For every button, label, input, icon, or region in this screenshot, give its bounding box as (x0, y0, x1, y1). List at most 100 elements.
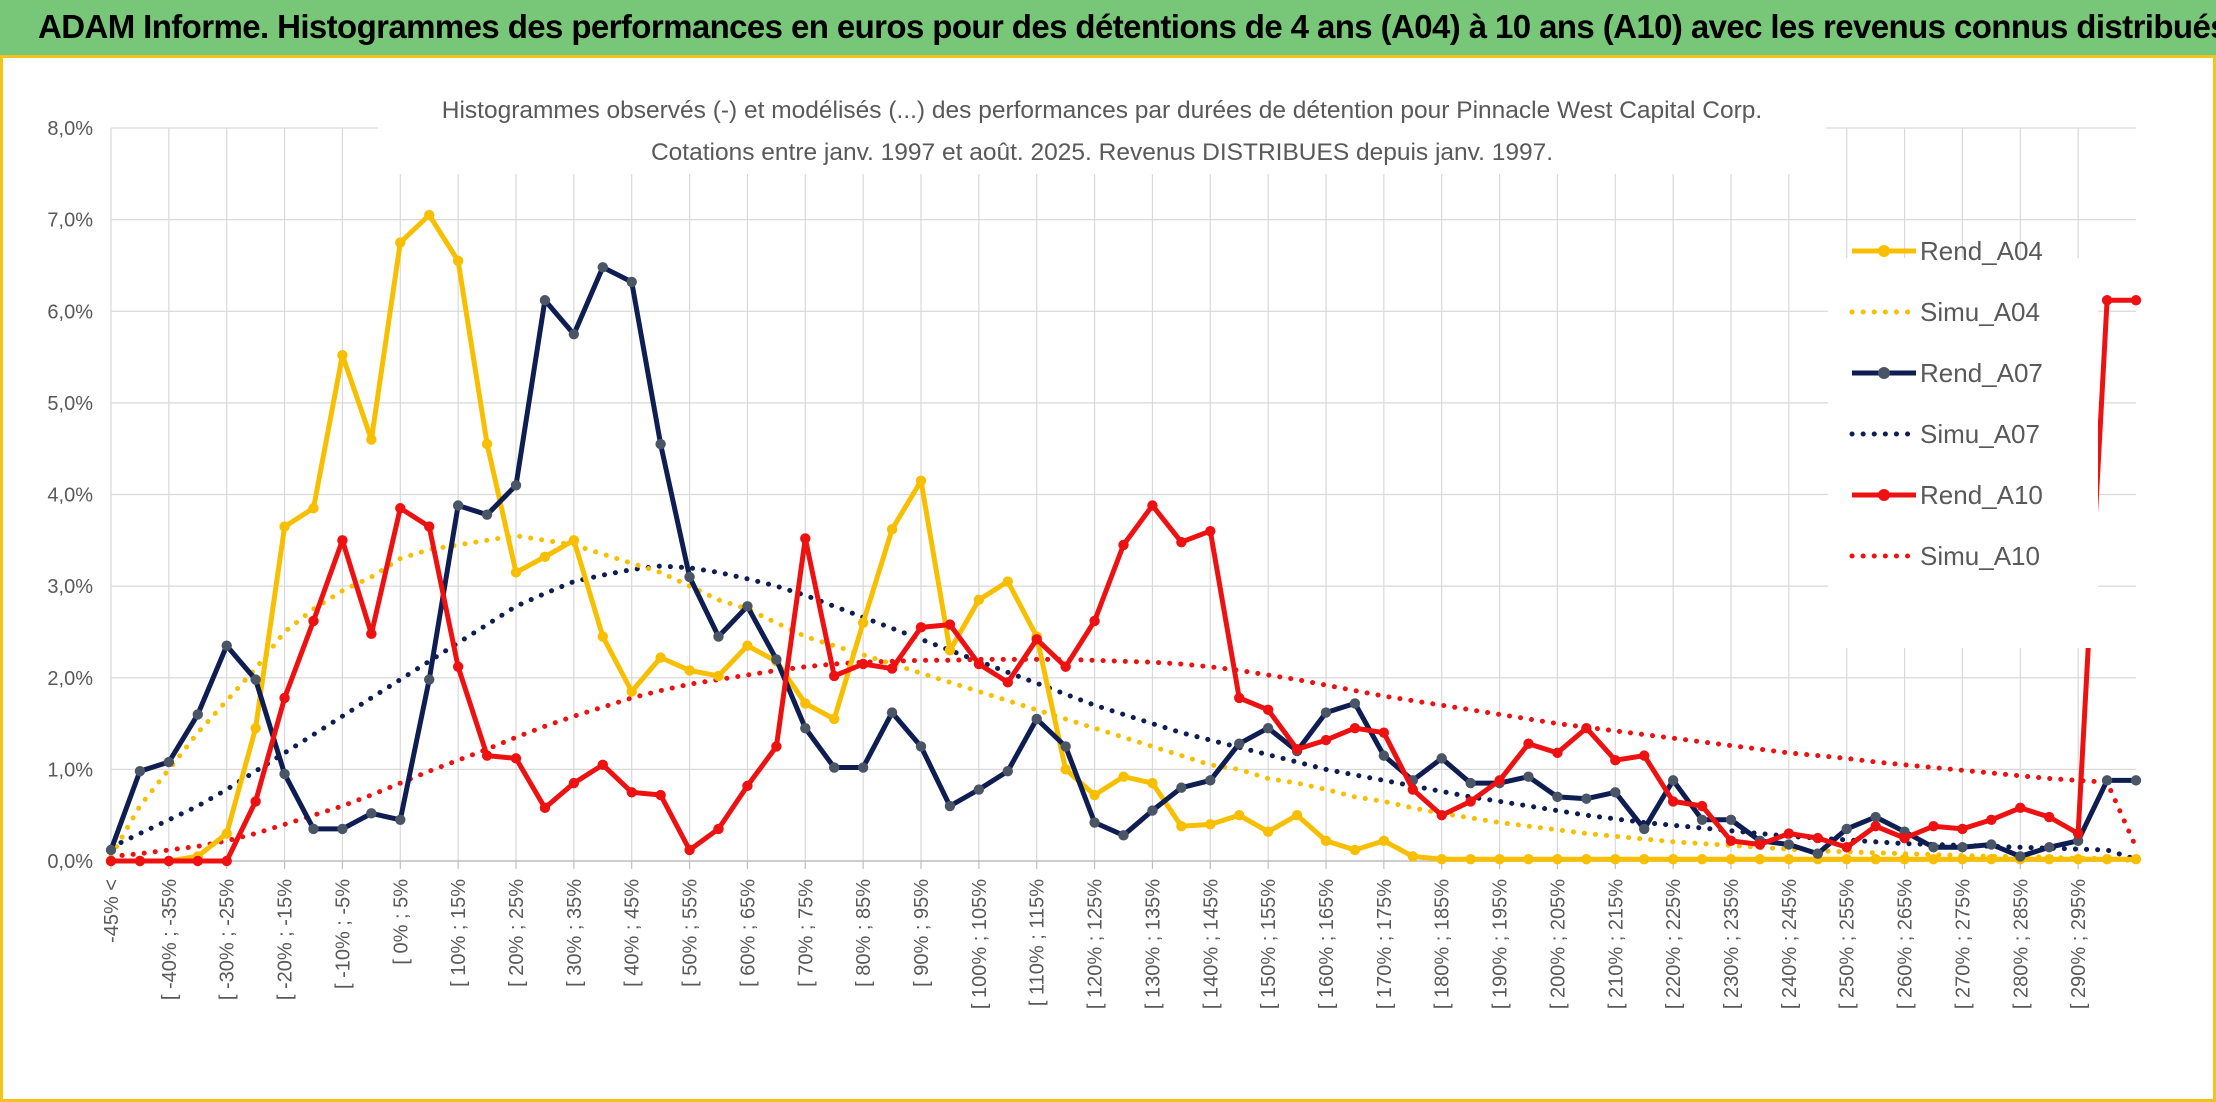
data-point (1436, 853, 1447, 865)
data-point (1060, 661, 1071, 672)
data-point (597, 262, 608, 273)
data-point (1899, 853, 1910, 865)
data-point (1320, 835, 1332, 847)
data-point (337, 535, 348, 546)
data-point (1523, 853, 1534, 865)
data-point (1205, 819, 1216, 830)
data-point (713, 670, 724, 682)
data-point (1754, 839, 1766, 850)
data-point (1523, 738, 1534, 749)
data-point (539, 802, 551, 814)
legend-marker (1878, 489, 1890, 501)
legend-item-rend-a07: Rend_A07 (1852, 358, 2043, 388)
legend-label: Simu_A10 (1920, 541, 2040, 571)
data-point (1899, 832, 1910, 844)
x-tick-label: [ 70% ; 75% (795, 879, 817, 987)
data-point (829, 670, 840, 682)
legend-marker (1878, 245, 1890, 257)
series-layer (105, 209, 2142, 867)
data-point (1610, 787, 1621, 798)
chart-title-line-1: Histogrammes observés (-) et modélisés (… (442, 97, 1762, 124)
data-point (1262, 722, 1274, 734)
data-point (1928, 842, 1939, 853)
legend-item-simu-a04: Simu_A04 (1849, 297, 2040, 327)
data-point (1262, 704, 1274, 716)
x-tick-label: [ -10% ; -5% (332, 879, 354, 989)
data-point (771, 741, 782, 752)
legend-background (1828, 258, 2098, 648)
data-point (915, 741, 927, 752)
x-tick-label: [ 90% ; 95% (911, 879, 933, 987)
data-point (2044, 853, 2055, 865)
data-point (1378, 750, 1390, 761)
data-point (1349, 722, 1361, 734)
x-tick-label: [ 280% ; 285% (2010, 879, 2032, 1009)
data-point (308, 823, 319, 835)
legend-item-simu-a07: Simu_A07 (1849, 419, 2040, 449)
series-rend-a07 (105, 262, 2142, 862)
legend-marker (1878, 367, 1890, 379)
data-point (424, 521, 435, 532)
data-point (800, 698, 811, 709)
data-point (684, 844, 695, 856)
data-point (1610, 853, 1621, 865)
data-point (1957, 842, 1968, 853)
data-point (481, 438, 493, 450)
x-tick-label: [ 210% ; 215% (1605, 879, 1627, 1009)
x-tick-label: [ 290% ; 295% (2068, 879, 2090, 1009)
data-point (1031, 713, 1042, 725)
data-point (510, 567, 522, 578)
data-point (1320, 734, 1332, 746)
data-point (279, 692, 290, 704)
x-tick-label: [ 60% ; 65% (737, 879, 759, 987)
data-point (337, 350, 348, 361)
data-point (1291, 744, 1303, 755)
data-point (1147, 777, 1158, 789)
data-point (2044, 842, 2055, 853)
legend-label: Rend_A04 (1920, 236, 2043, 266)
data-point (424, 674, 435, 685)
data-point (1205, 775, 1216, 786)
data-point (568, 535, 580, 546)
data-point (973, 594, 985, 606)
x-tick-label: [ 200% ; 205% (1547, 879, 1569, 1009)
data-point (1610, 755, 1621, 766)
data-point (424, 209, 435, 221)
data-point (1957, 823, 1968, 835)
data-point (279, 768, 290, 780)
data-point (250, 674, 261, 685)
data-point (1147, 805, 1158, 816)
data-point (1031, 634, 1042, 645)
x-axis: -45% < [ -40% ; -35% [ -30% ; -25% [ -20% ;… (101, 860, 2136, 1009)
data-point (1696, 814, 1708, 825)
data-point (597, 631, 608, 642)
x-tick-label: [ 20% ; 25% (506, 879, 528, 987)
y-tick-label: 4,0% (47, 485, 93, 507)
legend-item-rend-a10: Rend_A10 (1852, 480, 2043, 510)
data-point (366, 808, 377, 819)
data-point (1696, 800, 1708, 812)
data-point (192, 855, 203, 867)
data-point (452, 255, 464, 267)
data-point (2130, 853, 2142, 865)
data-point (626, 686, 637, 697)
data-point (655, 789, 666, 801)
data-point (1523, 771, 1534, 782)
y-tick-label: 3,0% (47, 576, 93, 598)
y-tick-label: 7,0% (47, 210, 93, 232)
data-point (713, 823, 724, 835)
legend-label: Simu_A04 (1920, 297, 2040, 327)
data-point (1841, 823, 1852, 835)
data-point (829, 713, 840, 725)
x-tick-label: [ 180% ; 185% (1432, 879, 1454, 1009)
data-point (250, 796, 261, 807)
data-point (2072, 853, 2084, 865)
data-point (568, 777, 580, 789)
data-point (539, 295, 551, 306)
x-tick-label: [ 260% ; 265% (1895, 879, 1917, 1009)
x-tick-label: [ 270% ; 275% (1952, 879, 1974, 1009)
data-point (1176, 782, 1187, 793)
legend-label: Rend_A10 (1920, 480, 2043, 510)
data-point (1118, 539, 1129, 551)
data-point (742, 601, 753, 612)
